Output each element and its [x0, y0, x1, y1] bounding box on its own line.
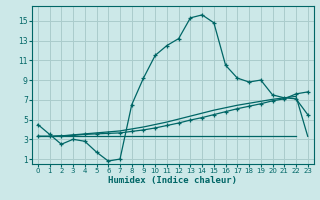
X-axis label: Humidex (Indice chaleur): Humidex (Indice chaleur) [108, 176, 237, 185]
